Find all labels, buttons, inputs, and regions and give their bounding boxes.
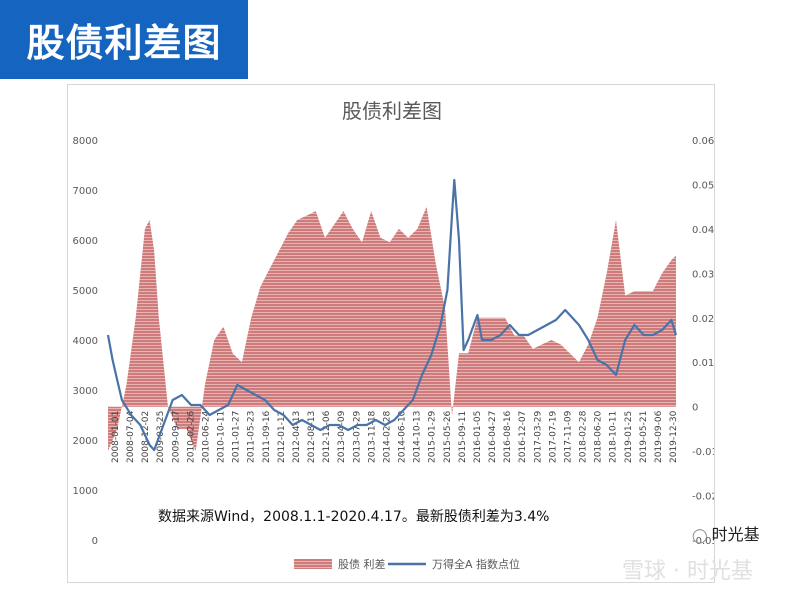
y-left-tick-label: 4000	[73, 336, 98, 347]
legend-label-spread: 股债 利差	[338, 557, 386, 571]
account-badge: ◯ 时光基	[692, 521, 760, 545]
y-right-tick-label: 0.03	[692, 269, 714, 280]
watermark: 雪球 · 时光基	[622, 559, 753, 584]
x-tick-label: 2012-04-13	[292, 411, 302, 463]
x-tick-label: 2019-09-06	[654, 410, 664, 463]
y-right-tick-label: 0.06	[692, 136, 714, 147]
x-tick-label: 2016-04-27	[488, 411, 498, 463]
y-left-tick-label: 3000	[73, 386, 98, 397]
x-tick-label: 2010-02-26	[186, 410, 196, 463]
account-name: 时光基	[711, 525, 760, 544]
y-right-tick-label: 0	[692, 403, 698, 414]
y-left-tick-label: 5000	[73, 286, 98, 297]
y-right-tick-label: 0.04	[692, 225, 714, 236]
chart-frame: 股债利差图 0 1000 2000 3000 4000 5000 6000 7000 8000 -0…	[67, 84, 715, 583]
x-tick-label: 2017-11-09	[563, 410, 573, 463]
x-tick-label: 2009-09-17	[171, 411, 181, 463]
source-note: 数据来源Wind，2008.1.1-2020.4.17。最新股债利差为3.4%	[158, 509, 549, 525]
x-tick-label: 2013-11-18	[367, 410, 377, 463]
chart-title: 股债利差图	[342, 99, 442, 123]
title-banner: 股债利差图	[0, 0, 248, 79]
x-tick-label: 2017-07-19	[548, 410, 558, 463]
x-tick-label: 2015-09-11	[458, 411, 468, 463]
spread-area	[108, 206, 676, 452]
x-tick-label: 2012-12-06	[322, 410, 332, 463]
x-tick-label: 2011-01-27	[232, 411, 242, 463]
y-left-tick-label: 8000	[73, 136, 98, 147]
x-tick-label: 2019-01-25	[624, 411, 634, 463]
legend-label-index: 万得全A 指数点位	[432, 557, 520, 571]
x-tick-label: 2015-01-29	[428, 410, 438, 463]
x-tick-label: 2018-02-28	[578, 410, 588, 463]
wechat-icon: ◯	[692, 528, 708, 544]
x-tick-label: 2010-06-24	[201, 410, 211, 463]
x-tick-label: 2013-04-09	[337, 410, 347, 463]
y-left-tick-label: 0	[92, 536, 98, 547]
x-tick-label: 2014-02-28	[382, 410, 392, 463]
x-tick-label: 2013-07-29	[352, 410, 362, 463]
y-right-tick-label: -0.03	[692, 536, 714, 547]
banner-title: 股债利差图	[26, 21, 222, 65]
legend-swatch-spread	[294, 559, 332, 569]
x-tick-label: 2016-12-07	[518, 411, 528, 463]
x-tick-label: 2008-01-01	[111, 411, 121, 463]
x-tick-label: 2008-07-04	[126, 410, 136, 463]
x-tick-label: 2016-01-05	[473, 411, 483, 463]
y-right-tick-label: 0.02	[692, 314, 714, 325]
y-left-tick-label: 7000	[73, 186, 98, 197]
y-right-tick-label: -0.02	[692, 492, 714, 503]
y-left-tick-label: 2000	[73, 436, 98, 447]
spread-chart: 股债利差图 0 1000 2000 3000 4000 5000 6000 7000 8000 -0…	[73, 99, 714, 571]
x-tick-label: 2011-05-23	[247, 411, 257, 463]
x-tick-label: 2019-05-21	[639, 411, 649, 463]
x-tick-label: 2017-03-29	[533, 410, 543, 463]
index-line	[106, 178, 678, 452]
x-tick-label: 2014-10-13	[413, 411, 423, 463]
x-tick-label: 2012-01-12	[277, 411, 287, 463]
x-tick-label: 2012-08-13	[307, 411, 317, 463]
x-tick-label: 2018-10-11	[609, 411, 619, 463]
x-tick-label: 2011-09-16	[262, 410, 272, 463]
x-tick-label: 2014-06-10	[397, 410, 407, 463]
y-right-tick-label: 0.05	[692, 180, 714, 191]
x-tick-label: 2009-03-25	[156, 411, 166, 463]
y-right-tick-label: -0.01	[692, 447, 714, 458]
x-tick-label: 2015-05-26	[443, 410, 453, 463]
y-right-tick-label: 0.01	[692, 358, 714, 369]
x-tick-label: 2019-12-30	[669, 410, 679, 463]
x-tick-label: 2018-06-20	[594, 410, 604, 463]
x-tick-label: 2016-08-16	[503, 410, 513, 463]
y-left-tick-label: 6000	[73, 236, 98, 247]
y-left-tick-label: 1000	[73, 486, 98, 497]
x-tick-label: 2010-10-11	[217, 411, 227, 463]
